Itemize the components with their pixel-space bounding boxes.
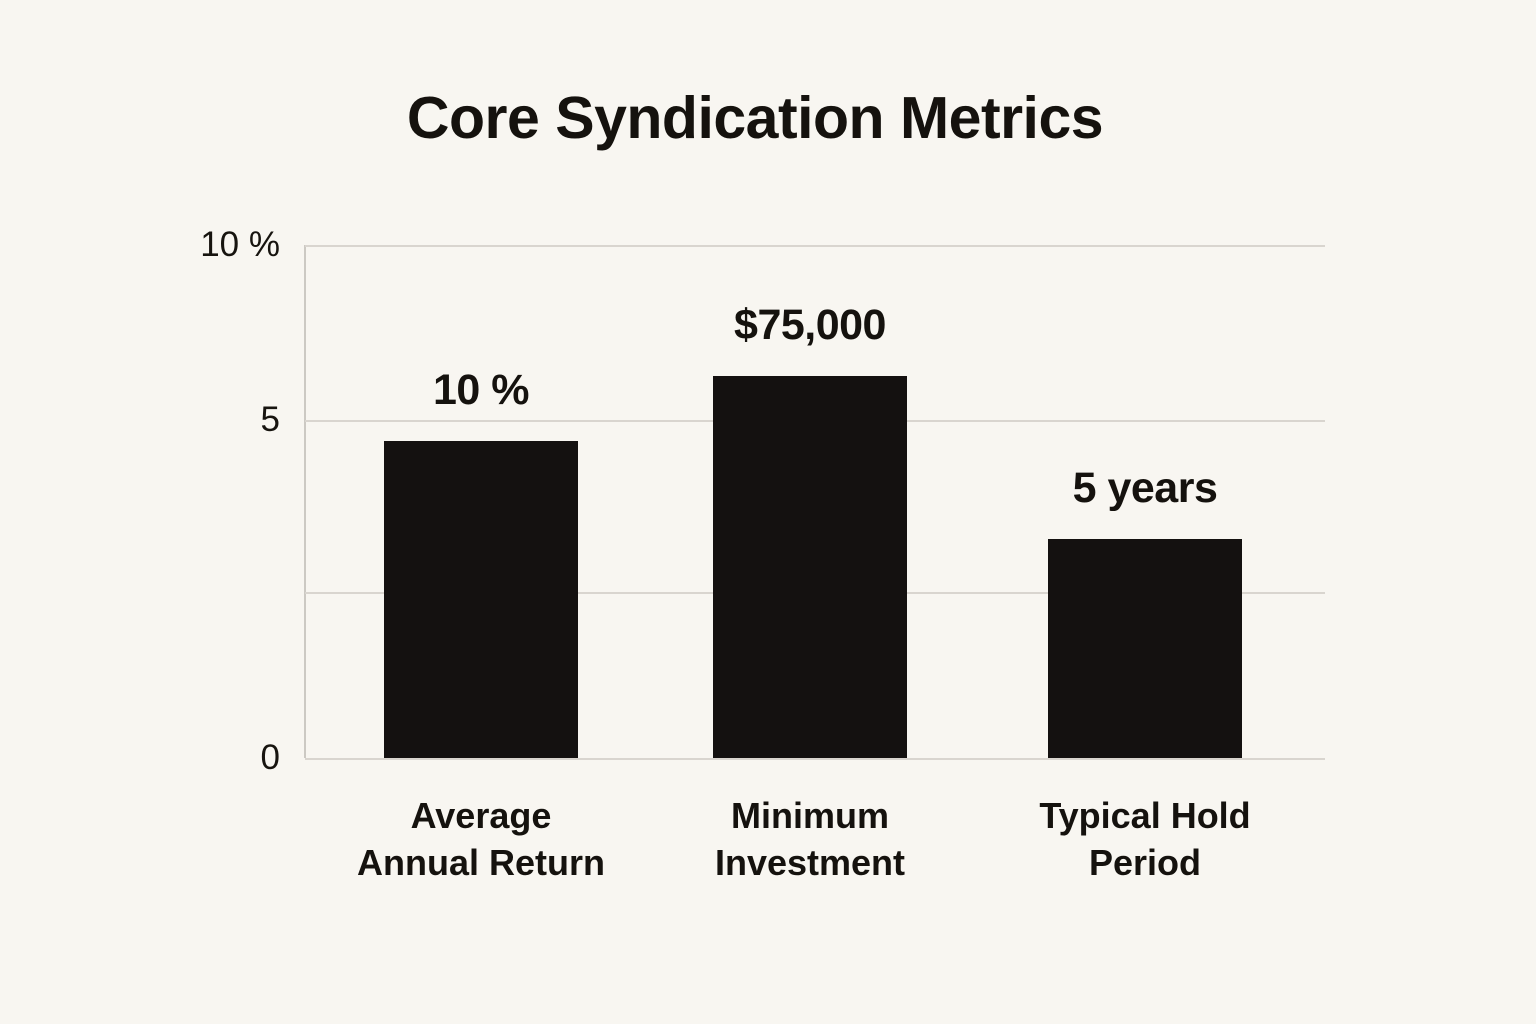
y-axis-line	[304, 245, 306, 758]
bar-0	[384, 441, 578, 758]
category-label-1: Minimum Investment	[714, 795, 906, 883]
category-label-2: Typical Hold Period	[1039, 795, 1251, 883]
plot-area: 10 % 5 0 10 % Average Annual Return $75,000 Mi…	[200, 225, 1325, 883]
chart-title: Core Syndication Metrics	[406, 85, 1104, 151]
gridline-3	[305, 758, 1325, 760]
bar-1	[713, 376, 907, 758]
y-tick-label-3: 0	[260, 738, 280, 777]
bar-value-label-1: $75,000	[734, 301, 886, 349]
bar-2	[1048, 539, 1242, 758]
category-label-0: Average Annual Return	[357, 795, 605, 883]
y-tick-label-0: 10 %	[200, 225, 280, 264]
gridline-0	[305, 245, 1325, 247]
bar-value-label-2: 5 years	[1072, 464, 1218, 512]
bar-value-label-0: 10 %	[432, 366, 530, 414]
y-tick-label-1: 5	[260, 400, 280, 439]
